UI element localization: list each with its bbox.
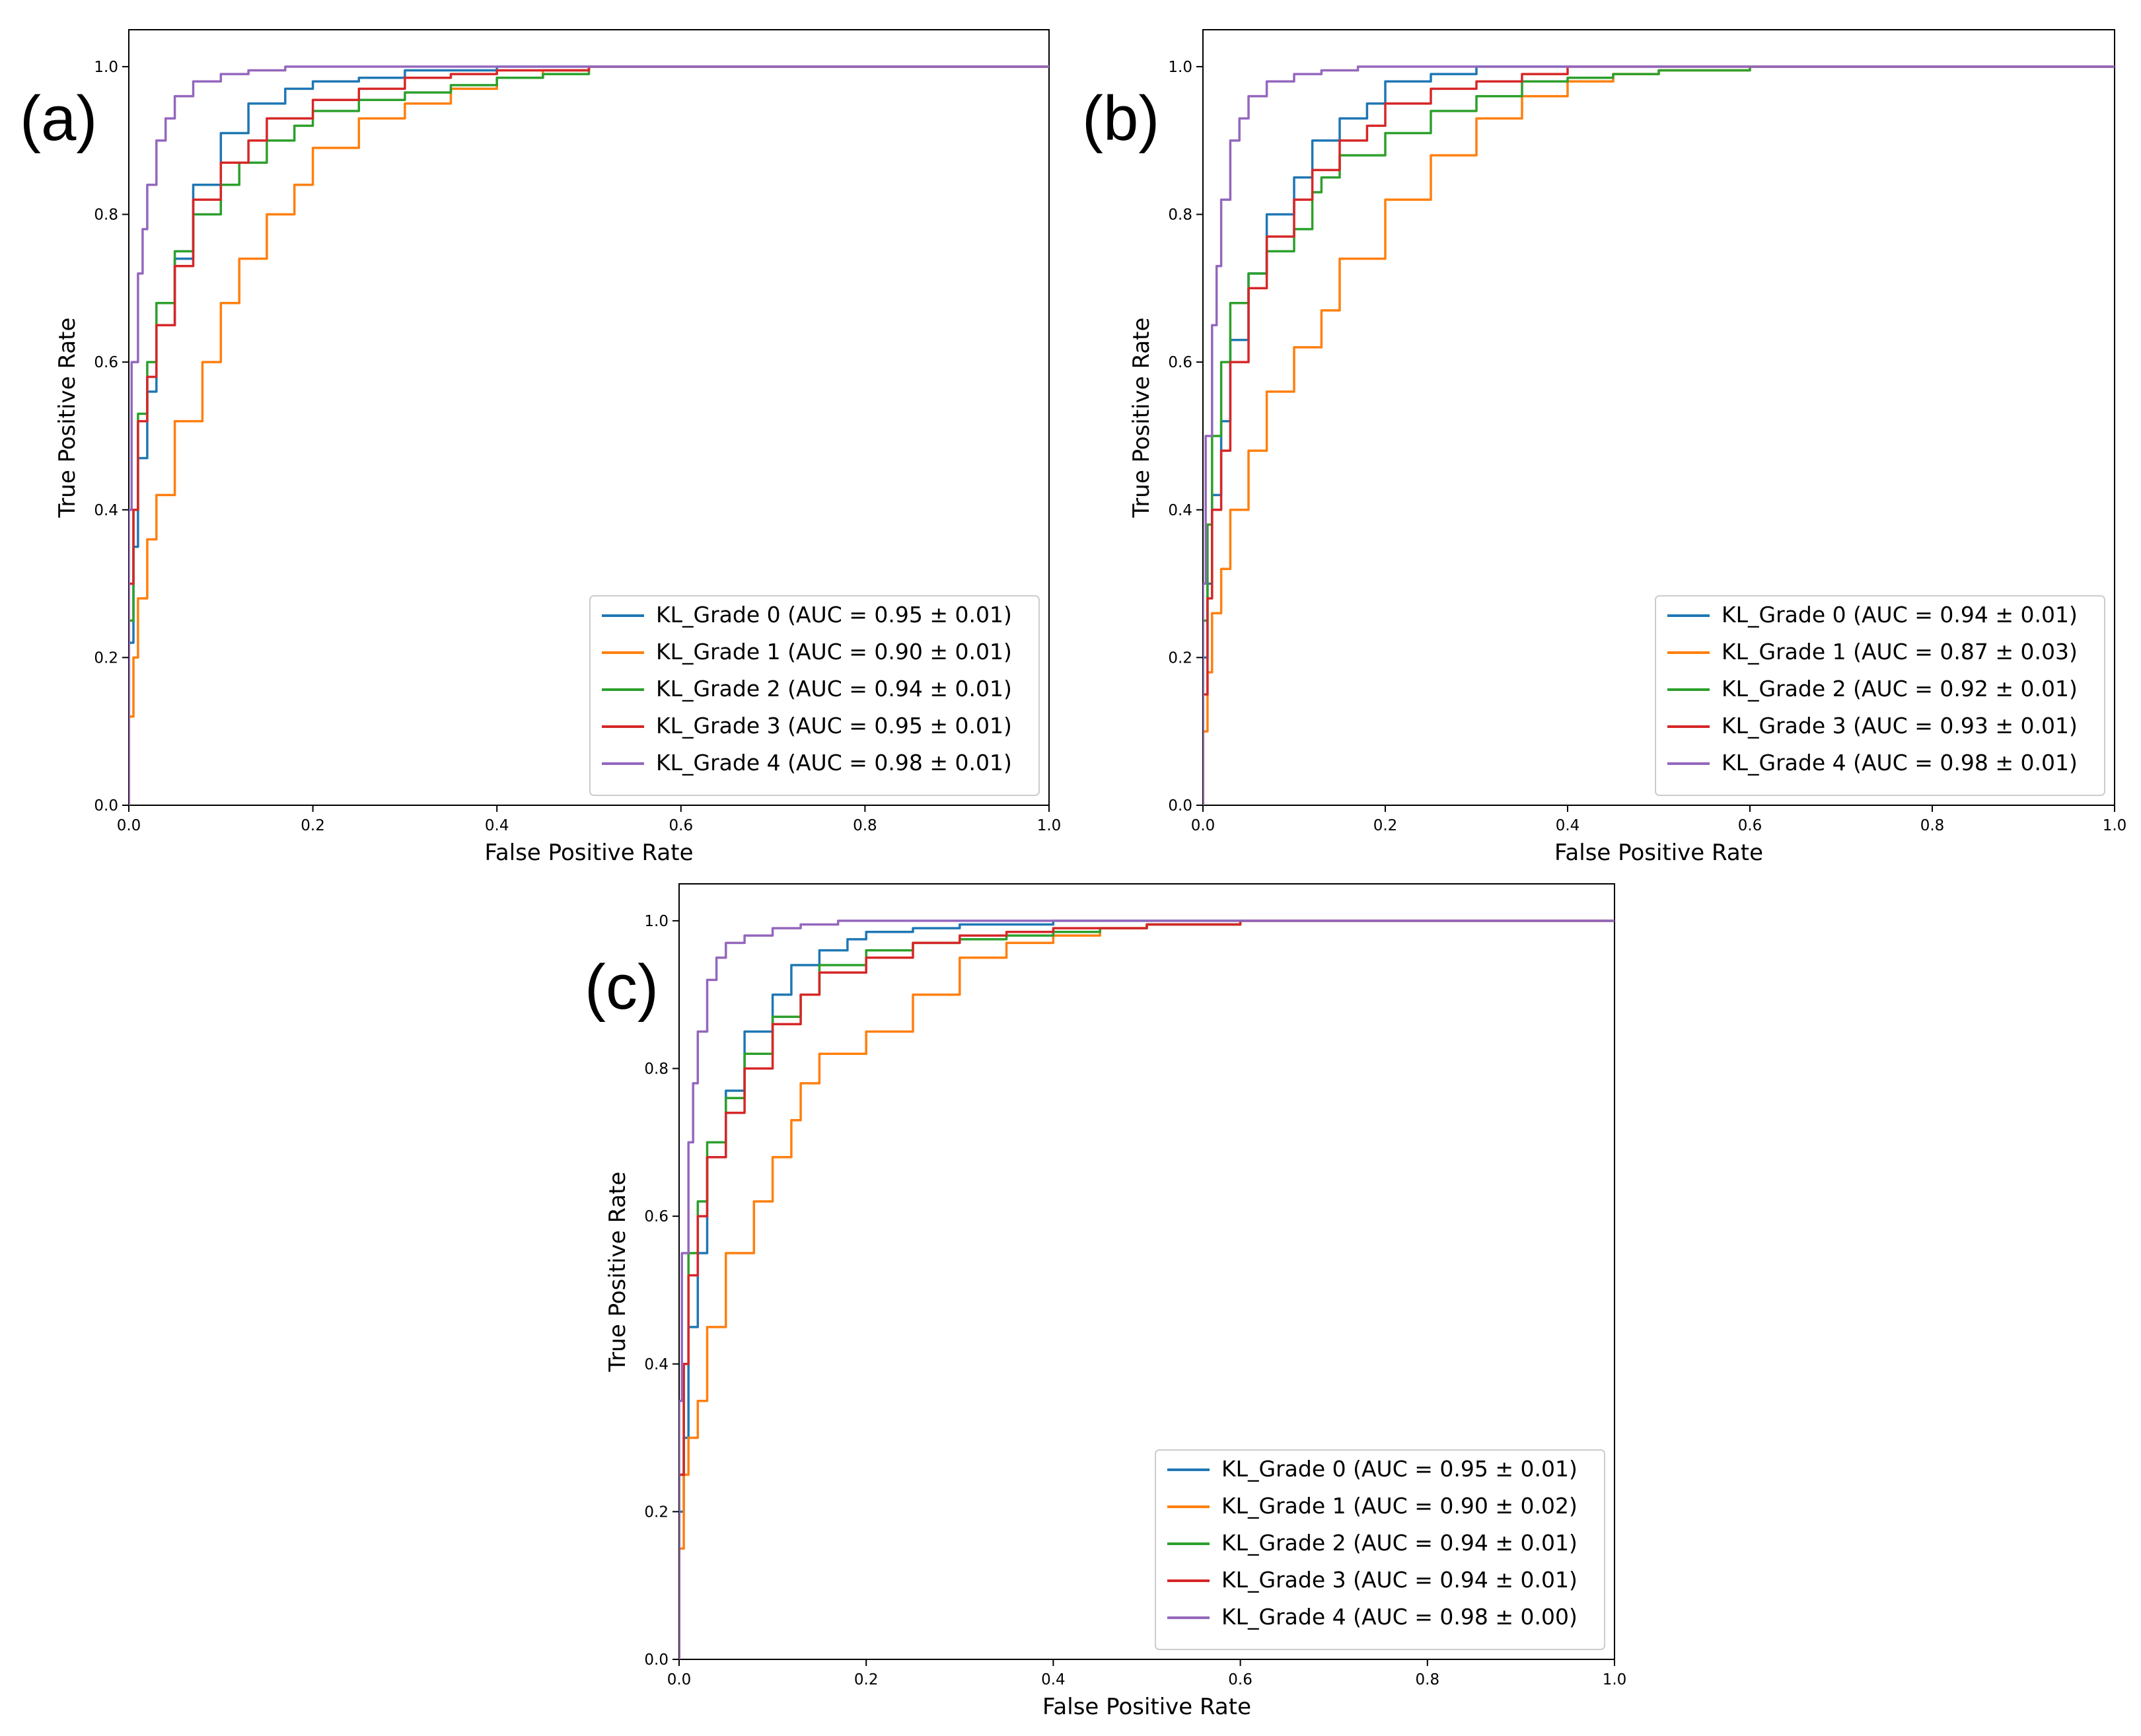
y-tick-label: 0.6 bbox=[644, 1208, 669, 1225]
y-tick-label: 0.8 bbox=[644, 1061, 669, 1078]
x-tick-label: 0.4 bbox=[485, 817, 509, 834]
y-axis-label: True Positive Rate bbox=[54, 318, 81, 519]
x-tick-label: 0.4 bbox=[1556, 817, 1580, 834]
legend-entry: KL_Grade 1 (AUC = 0.90 ± 0.01) bbox=[656, 639, 1012, 665]
y-tick-label: 0.4 bbox=[94, 502, 118, 519]
panel-label: (b) bbox=[1082, 83, 1159, 154]
legend-box bbox=[1655, 595, 2105, 796]
legend-entry: KL_Grade 4 (AUC = 0.98 ± 0.01) bbox=[656, 750, 1012, 776]
legend-entry: KL_Grade 3 (AUC = 0.94 ± 0.01) bbox=[1221, 1567, 1578, 1593]
x-tick-label: 0.2 bbox=[854, 1671, 879, 1688]
roc-curve-grade-0 bbox=[679, 920, 1615, 1659]
y-tick-label: 0.2 bbox=[94, 649, 118, 667]
roc-curve-grade-3 bbox=[129, 65, 1049, 805]
y-tick-label: 1.0 bbox=[94, 59, 118, 76]
y-tick-label: 0.4 bbox=[644, 1356, 669, 1373]
roc-panel-1: (a) 0.0 0.2 0.4 0.6 0.8 1.0 0.0 0.2 0.4 0.6 0.8 1.0 F… bbox=[20, 29, 1062, 866]
legend-entry: KL_Grade 0 (AUC = 0.95 ± 0.01) bbox=[1221, 1456, 1578, 1482]
legend-entry: KL_Grade 2 (AUC = 0.94 ± 0.01) bbox=[1221, 1530, 1578, 1556]
roc-panel-2: (b) 0.0 0.2 0.4 0.6 0.8 1.0 0.0 0.2 0.4 0.6 0.8 1.0 F… bbox=[1082, 29, 2127, 866]
y-tick-label: 0.2 bbox=[1168, 649, 1192, 667]
legend-entry: KL_Grade 0 (AUC = 0.95 ± 0.01) bbox=[656, 602, 1012, 628]
legend-box bbox=[1155, 1449, 1605, 1650]
roc-curve-grade-3 bbox=[1203, 65, 2115, 805]
legend: KL_Grade 0 (AUC = 0.95 ± 0.01) KL_Grade 1… bbox=[589, 595, 1040, 796]
y-tick-label: 1.0 bbox=[644, 913, 669, 930]
roc-curve-grade-4 bbox=[1203, 65, 2115, 805]
roc-curve-grade-3 bbox=[679, 920, 1615, 1659]
x-tick-label: 1.0 bbox=[1603, 1671, 1627, 1688]
legend-entry: KL_Grade 2 (AUC = 0.92 ± 0.01) bbox=[1722, 676, 2078, 702]
x-tick-label: 0.2 bbox=[1373, 817, 1398, 834]
x-tick-label: 0.6 bbox=[1228, 1671, 1252, 1688]
y-tick-label: 0.8 bbox=[1168, 207, 1192, 224]
x-tick-label: 0.0 bbox=[117, 817, 141, 834]
panel-label: (c) bbox=[585, 952, 659, 1023]
legend: KL_Grade 0 (AUC = 0.95 ± 0.01) KL_Grade 1… bbox=[1155, 1449, 1605, 1650]
y-tick-label: 0.2 bbox=[644, 1503, 669, 1521]
legend-entry: KL_Grade 3 (AUC = 0.93 ± 0.01) bbox=[1722, 713, 2078, 739]
legend-entry: KL_Grade 4 (AUC = 0.98 ± 0.00) bbox=[1221, 1604, 1578, 1630]
roc-curve-grade-4 bbox=[679, 920, 1615, 1659]
roc-curve-grade-4 bbox=[129, 65, 1049, 805]
roc-curve-grade-1 bbox=[679, 920, 1615, 1659]
legend: KL_Grade 0 (AUC = 0.94 ± 0.01) KL_Grade 1… bbox=[1655, 595, 2105, 796]
y-tick-label: 0.0 bbox=[1168, 797, 1192, 814]
legend-entry: KL_Grade 3 (AUC = 0.95 ± 0.01) bbox=[656, 713, 1012, 739]
x-axis-label: False Positive Rate bbox=[1554, 840, 1763, 866]
x-tick-label: 0.8 bbox=[1416, 1671, 1440, 1688]
panel-label: (a) bbox=[20, 83, 97, 154]
y-tick-label: 0.6 bbox=[1168, 354, 1192, 371]
x-axis-label: False Positive Rate bbox=[1042, 1694, 1251, 1720]
y-tick-label: 0.6 bbox=[94, 354, 118, 371]
legend-entry: KL_Grade 1 (AUC = 0.87 ± 0.03) bbox=[1722, 639, 2078, 665]
x-tick-label: 0.6 bbox=[1738, 817, 1762, 834]
legend-entry: KL_Grade 2 (AUC = 0.94 ± 0.01) bbox=[656, 676, 1012, 702]
y-axis-label: True Positive Rate bbox=[1128, 318, 1155, 519]
y-tick-label: 0.0 bbox=[94, 797, 118, 814]
x-tick-label: 0.0 bbox=[667, 1671, 692, 1688]
y-axis-label: True Positive Rate bbox=[604, 1172, 631, 1373]
x-tick-label: 1.0 bbox=[1037, 817, 1062, 834]
x-tick-label: 0.4 bbox=[1041, 1671, 1066, 1688]
y-tick-label: 0.8 bbox=[94, 207, 118, 224]
roc-curve-grade-2 bbox=[1203, 65, 2115, 805]
x-axis-label: False Positive Rate bbox=[485, 840, 694, 866]
x-tick-label: 0.8 bbox=[853, 817, 877, 834]
legend-entry: KL_Grade 4 (AUC = 0.98 ± 0.01) bbox=[1722, 750, 2078, 776]
y-tick-label: 0.0 bbox=[644, 1651, 669, 1669]
x-tick-label: 1.0 bbox=[2103, 817, 2127, 834]
roc-panel-3: (c) 0.0 0.2 0.4 0.6 0.8 1.0 0.0 0.2 0.4 0.6 0.8 1.0 F… bbox=[585, 883, 1627, 1720]
x-tick-label: 0.0 bbox=[1191, 817, 1216, 834]
legend-entry: KL_Grade 1 (AUC = 0.90 ± 0.02) bbox=[1221, 1493, 1578, 1519]
legend-box bbox=[589, 595, 1040, 796]
x-tick-label: 0.6 bbox=[669, 817, 694, 834]
y-tick-label: 1.0 bbox=[1168, 59, 1192, 76]
y-tick-label: 0.4 bbox=[1168, 502, 1192, 519]
legend-entry: KL_Grade 0 (AUC = 0.94 ± 0.01) bbox=[1722, 602, 2078, 628]
x-tick-label: 0.2 bbox=[301, 817, 325, 834]
x-tick-label: 0.8 bbox=[1920, 817, 1945, 834]
